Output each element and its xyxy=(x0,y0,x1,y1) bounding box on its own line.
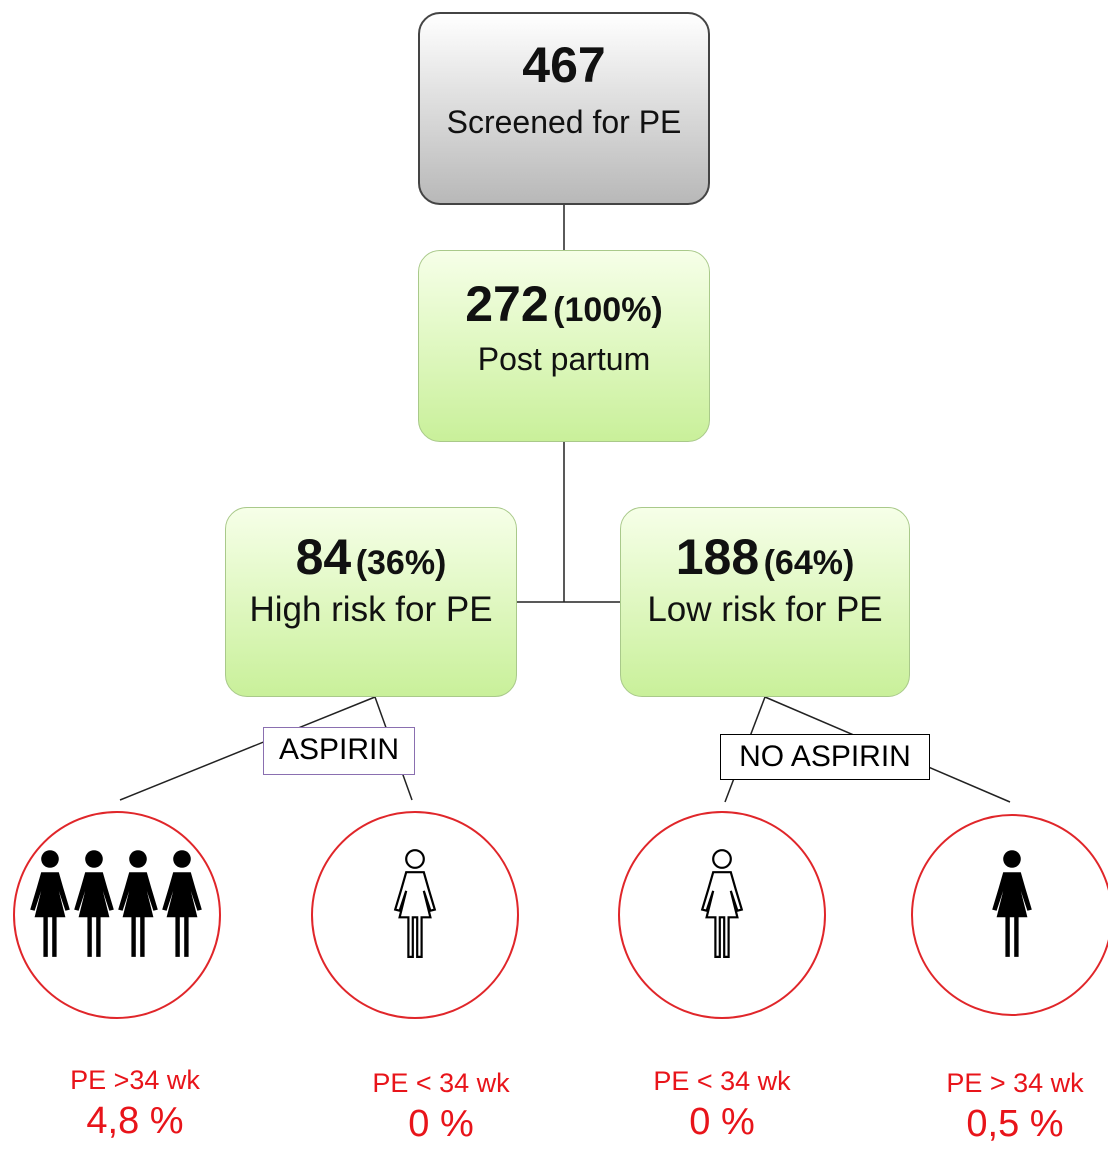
label: High risk for PE xyxy=(249,590,493,629)
node-low-risk: 188 (64%) Low risk for PE xyxy=(620,507,910,697)
count: 467 xyxy=(522,37,606,93)
outcome-label: PE >34 wk xyxy=(70,1065,200,1095)
outcome-value: 0,5 % xyxy=(966,1103,1064,1145)
label: Low risk for PE xyxy=(647,590,883,629)
node-high-risk: 84 (36%) High risk for PE xyxy=(225,507,517,697)
count: 84 xyxy=(295,529,352,585)
outcome-label: PE > 34 wk xyxy=(946,1068,1084,1098)
outcome-value: 4,8 % xyxy=(86,1100,184,1142)
label: Screened for PE xyxy=(446,104,682,140)
outcome-label: PE < 34 wk xyxy=(653,1066,791,1096)
outcome-value: 0 % xyxy=(408,1103,474,1145)
outcome: PE < 34 wk 0 % xyxy=(602,1066,842,1144)
percent: (36%) xyxy=(355,544,447,582)
node-screened: 467 Screened for PE xyxy=(418,12,710,205)
branch-label: NO ASPIRIN xyxy=(720,734,930,780)
outcome-label: PE < 34 wk xyxy=(372,1068,510,1098)
node-postpartum: 272 (100%) Post partum xyxy=(418,250,710,442)
outcome: PE < 34 wk 0 % xyxy=(321,1068,561,1146)
percent: (64%) xyxy=(763,544,855,582)
outcome: PE >34 wk 4,8 % xyxy=(15,1065,255,1143)
outcome-value: 0 % xyxy=(689,1101,755,1143)
branch-label: ASPIRIN xyxy=(263,727,415,775)
count: 272 xyxy=(465,276,549,332)
count: 188 xyxy=(675,529,760,585)
outcome: PE > 34 wk 0,5 % xyxy=(895,1068,1108,1146)
label: Post partum xyxy=(477,341,651,377)
percent: (100%) xyxy=(553,291,663,329)
